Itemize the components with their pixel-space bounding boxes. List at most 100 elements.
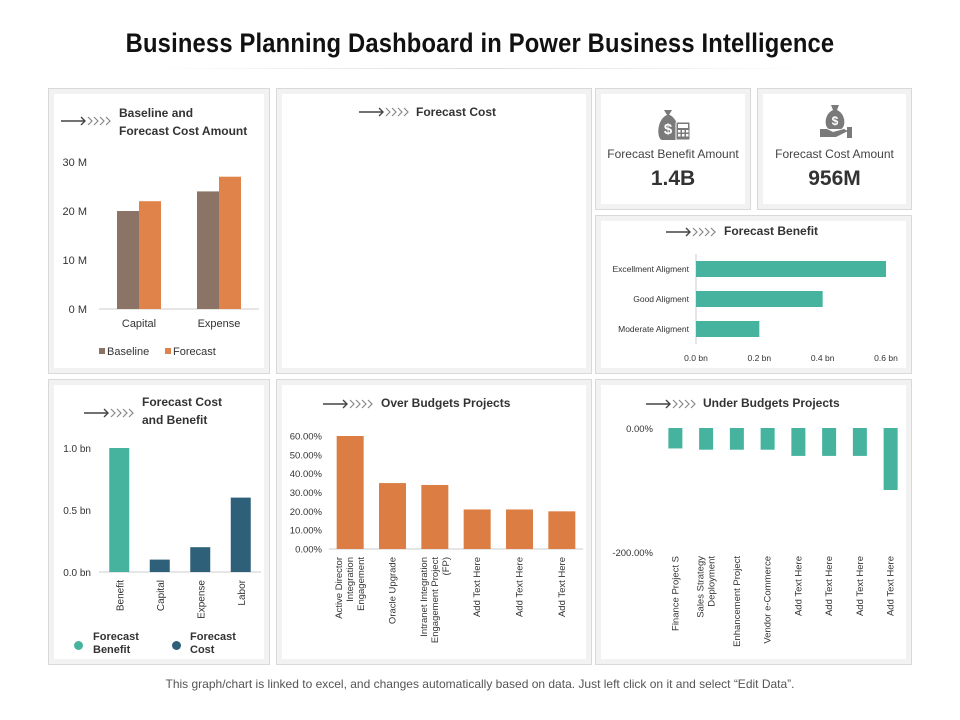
treemap-cell[interactable]: Add Text Here	[507, 137, 582, 255]
x-tick-label: Labor	[237, 579, 248, 605]
arrow-icon	[61, 116, 111, 126]
under-budget-panel: Under Budgets Projects 0.00% -200.00% Fina…	[595, 379, 912, 665]
y-tick-label: 50.00%	[290, 450, 323, 461]
x-tick-label: Sales Strategy Deployment	[696, 556, 718, 618]
page-title: Business Planning Dashboard in Power Bus…	[125, 28, 835, 58]
y-tick-label: 0 M	[69, 304, 87, 316]
treemap-cell[interactable]: Add Text Here	[397, 255, 472, 363]
x-tick-label-line: Add Text Here	[855, 556, 866, 616]
x-tick-label: Capital	[122, 318, 156, 330]
bar	[696, 321, 760, 337]
y-tick-label: Excellment Aligment	[612, 264, 689, 274]
arrow-icon	[359, 107, 409, 117]
cost-benefit-panel: Forecast Cost and Benefit 0.0 bn 0.5 bn 1.…	[48, 379, 270, 665]
panel-title: Forecast Benefit	[724, 224, 819, 238]
x-tick-label: Capital	[156, 580, 167, 611]
bar	[883, 428, 898, 490]
baseline-forecast-panel: Baseline and Forecast Cost Amount 0 M 10 …	[48, 88, 270, 374]
x-tick-label-line: Integration	[345, 557, 356, 602]
x-tick-label-line: Active Director	[334, 557, 345, 619]
y-tick-label: -200.00%	[612, 548, 653, 559]
y-tick-label: 20.00%	[290, 507, 323, 518]
panel-title: Under Budgets Projects	[703, 396, 840, 410]
bar	[109, 448, 130, 572]
treemap-cell[interactable]: Strategic Project	[397, 137, 507, 255]
bar	[190, 547, 211, 572]
bar	[149, 559, 170, 572]
x-tick-label-line: Add Text Here	[824, 556, 835, 616]
legend-swatch	[99, 348, 105, 354]
legend-swatch	[165, 348, 171, 354]
kpi-value: 1.4B	[650, 167, 696, 190]
treemap-cell[interactable]: Add Text Here	[472, 309, 527, 363]
x-tick-label-line: Sales Strategy	[696, 556, 707, 618]
x-tick-label: Expense	[198, 318, 241, 330]
x-tick-label-line: Vendor e-Commerce	[763, 556, 774, 644]
y-tick-label: 30.00%	[290, 488, 323, 499]
bar	[197, 191, 219, 309]
arrow-icon	[84, 408, 134, 418]
x-tick-label-line: Engagement	[356, 557, 367, 611]
bar	[852, 428, 867, 456]
kpi-label: Forecast Benefit Amount	[607, 147, 739, 161]
y-tick-label: 0.5 bn	[63, 506, 91, 517]
bar	[791, 428, 806, 456]
y-tick-label: 0.00%	[295, 545, 322, 556]
legend-label: Forecast Cost	[190, 631, 236, 656]
x-tick-label: Intranet Integration Engagement Project (F…	[419, 557, 452, 643]
y-tick-label: 30 M	[63, 157, 87, 169]
svg-text:$: $	[832, 114, 839, 128]
x-tick-label: Active Director Integration Engagement	[334, 557, 367, 619]
y-tick-label: Moderate Aligment	[618, 324, 690, 334]
over-budget-panel: Over Budgets Projects 0.00% 10.00% 20.00% 3…	[276, 379, 592, 665]
treemap-cell[interactable]: Add Text Here	[472, 255, 527, 309]
svg-text:$: $	[664, 121, 673, 138]
y-tick-label: 40.00%	[290, 469, 323, 480]
x-tick-label: Add Text Here	[472, 557, 483, 617]
kpi-forecast-cost: $ Forecast Cost Amount 956M	[757, 88, 912, 210]
treemap-cell[interactable]: Add Text Here	[527, 255, 582, 309]
x-tick-label-line: Add Text Here	[557, 557, 568, 617]
y-tick-label: 10.00%	[290, 526, 323, 537]
arrow-icon	[666, 227, 716, 237]
bar	[336, 436, 364, 549]
x-tick-label: Oracle Upgrade	[388, 557, 399, 624]
x-tick-label: Vendor e-Commerce	[763, 556, 774, 644]
x-tick-label-line: Add Text Here	[515, 557, 526, 617]
x-tick-label: Add Text Here	[557, 557, 568, 617]
x-tick-label-line: Intranet Integration	[419, 557, 430, 637]
bar	[548, 511, 576, 549]
cost-benefit-chart: 0.0 bn 0.5 bn 1.0 bn Benefit Capital Expense L…	[63, 444, 261, 619]
x-tick-label-line: Add Text Here	[472, 557, 483, 617]
panel-title: Forecast Cost	[416, 105, 497, 119]
x-tick-label: Add Text Here	[824, 556, 835, 616]
x-tick-label: Expense	[196, 580, 207, 619]
x-tick-label: Finance Project S	[670, 556, 681, 631]
x-tick-label: Add Text Here	[793, 556, 804, 616]
treemap-cell[interactable]: Add Text Here	[527, 309, 582, 363]
arrow-icon	[323, 399, 373, 409]
forecast-benefit-panel: Forecast Benefit Excellment Aligment Good…	[595, 215, 912, 374]
y-tick-label: 10 M	[63, 255, 87, 267]
title-divider	[150, 68, 810, 69]
treemap-cell[interactable]: Main Project	[287, 137, 397, 363]
money-bag-hand-icon: $	[820, 105, 852, 138]
bar	[822, 428, 837, 456]
bar	[760, 428, 775, 450]
x-tick-label-line: Enhancement Project	[732, 556, 743, 647]
bar	[729, 428, 744, 450]
x-tick-label: 0.2 bn	[748, 353, 772, 363]
bar	[668, 428, 683, 449]
bar	[699, 428, 714, 450]
panel-title: Over Budgets Projects	[381, 396, 511, 410]
y-tick-label: 20 M	[63, 206, 87, 218]
x-tick-label-line: (FP)	[441, 557, 452, 575]
panel-title: Baseline and Forecast Cost Amount	[119, 106, 248, 138]
x-tick-label-line: Add Text Here	[886, 556, 897, 616]
bar	[219, 176, 241, 309]
bar	[696, 291, 823, 307]
legend-label: Forecast Benefit	[93, 631, 139, 656]
x-tick-label-line: Add Text Here	[793, 556, 804, 616]
x-tick-label-line: Finance Project S	[670, 556, 681, 631]
legend-label: Baseline	[107, 346, 149, 358]
